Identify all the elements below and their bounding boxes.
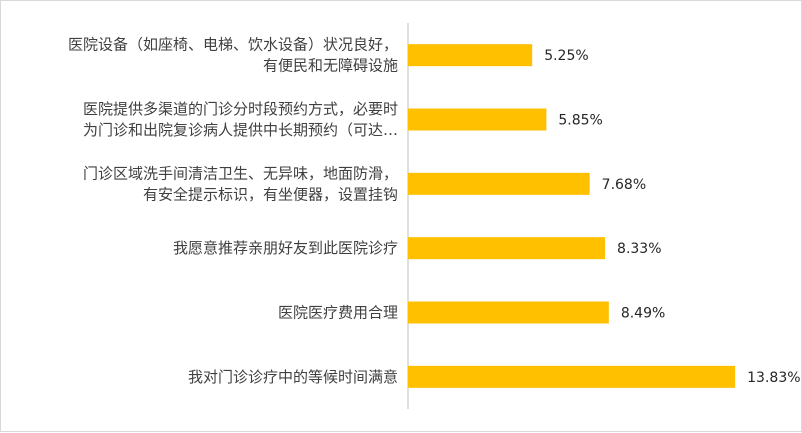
value-label-2: 5.85% <box>558 113 602 129</box>
category-label-3-line-2: 有安全提示标识，有坐便器，设置挂钩 <box>143 185 398 203</box>
category-label-6-line-1: 我对门诊诊疗中的等候时间满意 <box>188 368 398 386</box>
value-label-6: 13.83% <box>747 370 800 386</box>
bar-3 <box>408 172 590 195</box>
category-label-1-line-1: 医院设备（如座椅、电梯、饮水设备）状况良好， <box>68 36 398 54</box>
category-label-4-line-1: 我愿意推荐亲朋好友到此医院诊疗 <box>173 239 398 257</box>
value-label-1: 5.25% <box>544 48 588 64</box>
category-label-1-line-2: 有便民和无障碍设施 <box>263 57 398 75</box>
value-label-3: 7.68% <box>602 177 646 193</box>
bar-1 <box>408 44 533 67</box>
category-labels-group: 医院设备（如座椅、电梯、饮水设备）状况良好， 有便民和无障碍设施医院提供多渠道的门… <box>68 36 398 386</box>
bars-group <box>408 44 736 388</box>
bar-6 <box>408 365 736 388</box>
value-label-4: 8.33% <box>617 241 661 257</box>
category-label-3-line-1: 门诊区域洗手间清洁卫生、无异味，地面防滑， <box>83 164 398 182</box>
category-label-2-line-1: 医院提供多渠道的门诊分时段预约方式，必要时 <box>83 100 398 118</box>
category-label-2-line-2: 为门诊和出院复诊病人提供中长期预约（可达… <box>83 121 398 139</box>
value-label-5: 8.49% <box>621 306 665 322</box>
bar-4 <box>408 237 606 260</box>
bar-2 <box>408 108 547 131</box>
category-label-5-line-1: 医院医疗费用合理 <box>278 304 398 322</box>
value-labels-group: 5.25% 5.85% 7.68% 8.33% 8.49% 13.83% <box>544 48 800 386</box>
bar-5 <box>408 301 609 324</box>
